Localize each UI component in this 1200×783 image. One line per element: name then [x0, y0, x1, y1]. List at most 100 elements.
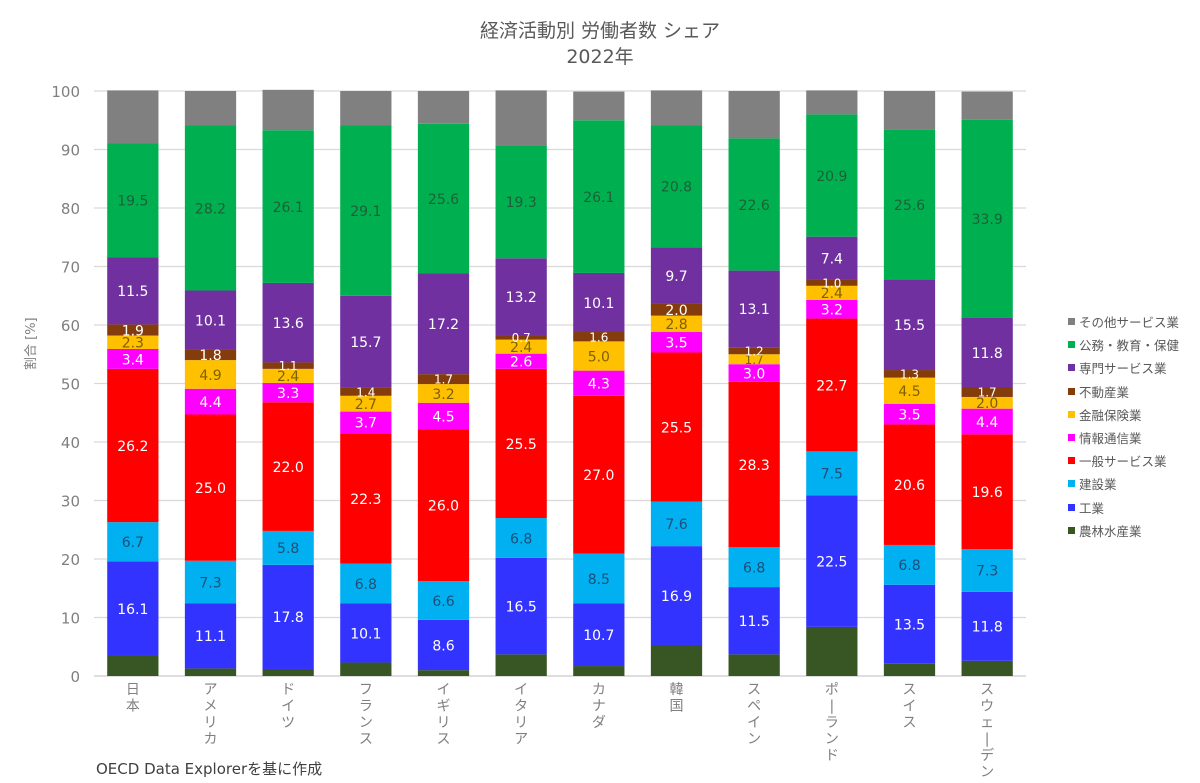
data-label: 20.9: [816, 169, 847, 185]
bar-segment: [806, 299, 858, 319]
data-label: 4.9: [199, 368, 221, 384]
data-label: 1.8: [199, 348, 221, 364]
legend-swatch: [1068, 410, 1075, 418]
data-label: 1.4: [356, 385, 375, 399]
bar-segment: [806, 279, 858, 286]
x-tick-label: ドイツ: [281, 682, 295, 731]
legend-item: 金融保険業: [1068, 403, 1179, 426]
y-tick-label: 0: [70, 668, 80, 686]
bar-segment: [650, 303, 703, 316]
legend: その他サービス業公務・教育・保健 専門サービス業 不動産業 金融保険業情報通信業一般サ…: [1068, 310, 1179, 542]
data-label: 13.1: [739, 302, 770, 318]
data-label: 7.5: [821, 467, 843, 483]
data-label: 25.6: [428, 192, 459, 208]
bar-segment: [417, 273, 470, 375]
bar-segment: [573, 332, 625, 342]
data-label: 11.8: [972, 620, 1003, 636]
bar-segment: [961, 434, 1013, 550]
stacked-bar-chart: 0 10 20 30 40 50 60 70 80 90 100 16.1 6.7 26.2 3.42.3…: [51, 83, 1026, 781]
data-label: 7.6: [665, 517, 687, 533]
bar-segment: [262, 130, 314, 283]
legend-label: 情報通信業: [1079, 431, 1142, 447]
data-label: 26.1: [583, 190, 614, 206]
data-label: 6.8: [898, 558, 920, 574]
bar-segment: [262, 564, 314, 669]
data-label: 2.4: [510, 340, 532, 356]
data-label: 3.5: [665, 336, 687, 352]
bars: [107, 89, 1013, 676]
bar-segment: [495, 654, 547, 676]
legend-label: 農林水産業: [1079, 523, 1142, 539]
data-label: 28.2: [195, 201, 226, 217]
bar-segment: [107, 324, 159, 336]
data-label: 5.0: [588, 349, 610, 365]
bar-segment: [728, 347, 780, 355]
legend-label: その他サービス業: [1079, 315, 1180, 331]
data-label: 6.8: [743, 561, 765, 577]
bar-segment: [573, 91, 625, 121]
legend-item: 公務・教育・保健: [1068, 333, 1179, 356]
data-label: 2.0: [976, 396, 998, 412]
bar-segment: [883, 584, 936, 664]
bar-segment: [883, 663, 936, 676]
data-label: 1.0: [822, 276, 841, 290]
data-label: 8.5: [588, 572, 610, 588]
bar-segment: [961, 91, 1013, 120]
data-label: 1.2: [745, 344, 764, 358]
data-label: 3.7: [355, 416, 377, 432]
bar-segment: [262, 362, 314, 369]
bar-segment: [340, 387, 392, 396]
bar-segment: [107, 143, 159, 258]
legend-item: 工業: [1068, 496, 1179, 519]
data-label: 4.5: [432, 409, 454, 425]
data-label: 17.2: [428, 317, 459, 333]
bar-segment: [262, 530, 314, 565]
legend-swatch: [1068, 364, 1075, 372]
bar-segment: [107, 257, 159, 325]
bar-segment: [417, 619, 470, 671]
chart-title: 経済活動別 労働者数 シェア 2022年: [0, 18, 1200, 70]
bar-segment: [806, 495, 858, 627]
bar-segment: [961, 317, 1013, 388]
legend-swatch: [1068, 318, 1075, 326]
bar-segment: [107, 522, 159, 562]
bar-segment: [728, 270, 780, 348]
legend-item: 不動産業: [1068, 380, 1179, 403]
data-label: 3.3: [277, 386, 299, 402]
bar-segment: [728, 138, 780, 271]
bar-segment: [184, 349, 237, 361]
data-label: 1.1: [279, 359, 298, 373]
legend-label: 一般サービス業: [1079, 454, 1167, 470]
y-tick-label: 80: [61, 200, 80, 218]
bar-segment: [728, 654, 780, 676]
bar-segment: [806, 318, 858, 452]
legend-item: 情報通信業: [1068, 426, 1179, 449]
bar-segment: [650, 332, 703, 353]
data-label: 25.6: [894, 198, 925, 214]
data-label: 2.3: [122, 336, 144, 352]
bar-segment: [573, 120, 625, 273]
x-tick-label: スイス: [903, 682, 917, 731]
bar-segment: [650, 315, 703, 333]
data-label: 11.8: [972, 346, 1003, 362]
bar-segment: [728, 91, 780, 139]
bar-segment: [573, 553, 625, 604]
bar-segment: [107, 90, 159, 144]
y-tick-label: 10: [61, 610, 80, 628]
bar-segment: [961, 591, 1013, 661]
data-label: 4.3: [588, 377, 610, 393]
bar-segment: [728, 381, 780, 548]
data-label: 3.2: [821, 303, 843, 319]
legend-item: 専門サービス業: [1068, 356, 1179, 379]
bar-segment: [107, 561, 159, 656]
data-label: 13.2: [506, 290, 537, 306]
data-label: 22.0: [273, 460, 304, 476]
data-label: 15.7: [350, 335, 381, 351]
data-label: 8.6: [432, 638, 454, 654]
bar-segment: [417, 402, 470, 430]
bar-segment: [340, 125, 392, 296]
bar-segment: [495, 258, 547, 336]
data-label: 1.7: [434, 373, 453, 387]
bar-segment: [961, 396, 1013, 409]
data-label: 2.8: [665, 317, 687, 333]
